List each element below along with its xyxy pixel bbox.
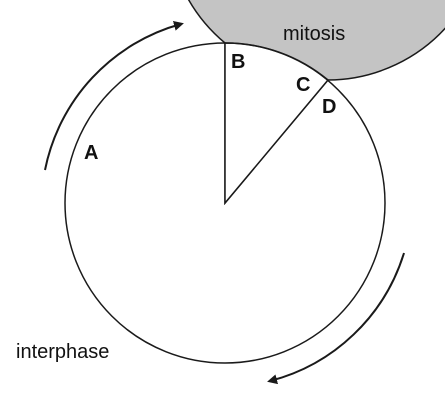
curved-arrow-clockwise-icon	[44, 21, 184, 171]
label-mitosis: mitosis	[283, 23, 345, 45]
label-b: B	[231, 51, 245, 73]
label-interphase: interphase	[16, 341, 109, 363]
label-c: C	[296, 74, 310, 96]
label-d: D	[322, 96, 336, 118]
curved-arrow-clockwise-icon	[267, 252, 405, 385]
label-a: A	[84, 142, 98, 164]
cycle-outline	[64, 42, 386, 364]
